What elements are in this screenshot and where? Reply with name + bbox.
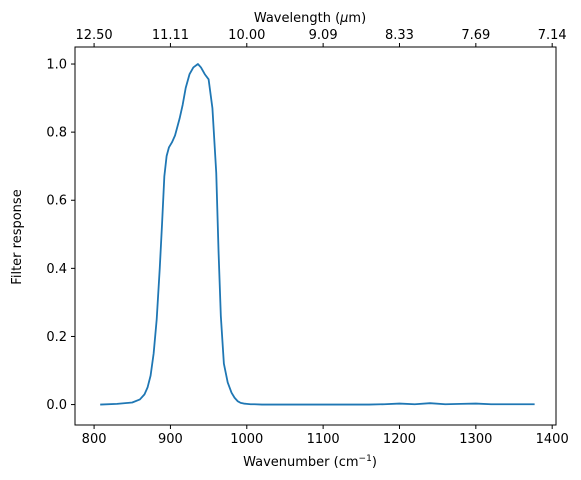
top-tick-label: 7.69 — [461, 28, 490, 43]
x-tick-label: 1400 — [536, 432, 569, 447]
x-tick-label: 1000 — [230, 432, 263, 447]
top-tick-label: 7.14 — [538, 28, 567, 43]
plot-area: 800 900 1000 1100 1200 1300 1400 12.50 11.11 10.0… — [46, 28, 568, 447]
x-tick-label: 800 — [82, 432, 107, 447]
top-tick-label: 9.09 — [309, 28, 338, 43]
x-tick-label: 1200 — [383, 432, 416, 447]
y-tick-label: 0.2 — [46, 330, 67, 345]
top-tick-label: 8.33 — [385, 28, 414, 43]
plot-frame — [74, 46, 557, 426]
top-axis-label: Wavelength (μm) — [254, 11, 366, 26]
x-axis-label-superscript: −1 — [359, 454, 372, 464]
y-axis-label: Filter response — [10, 189, 25, 284]
y-tick-label: 0.4 — [46, 262, 67, 277]
x-tick-label: 1300 — [459, 432, 492, 447]
x-tick-label: 1100 — [307, 432, 340, 447]
y-tick-label: 1.0 — [46, 58, 67, 73]
top-tick-label: 12.50 — [75, 28, 112, 43]
y-tick-label: 0.6 — [46, 194, 67, 209]
x-tick-label: 900 — [158, 432, 183, 447]
y-tick-label: 0.0 — [46, 398, 67, 413]
series-line — [100, 63, 535, 406]
y-tick-label: 0.8 — [46, 126, 67, 141]
x-axis-label: Wavenumber (cm−1) — [243, 454, 377, 470]
top-tick-label: 10.00 — [228, 28, 265, 43]
top-tick-label: 11.11 — [152, 28, 189, 43]
